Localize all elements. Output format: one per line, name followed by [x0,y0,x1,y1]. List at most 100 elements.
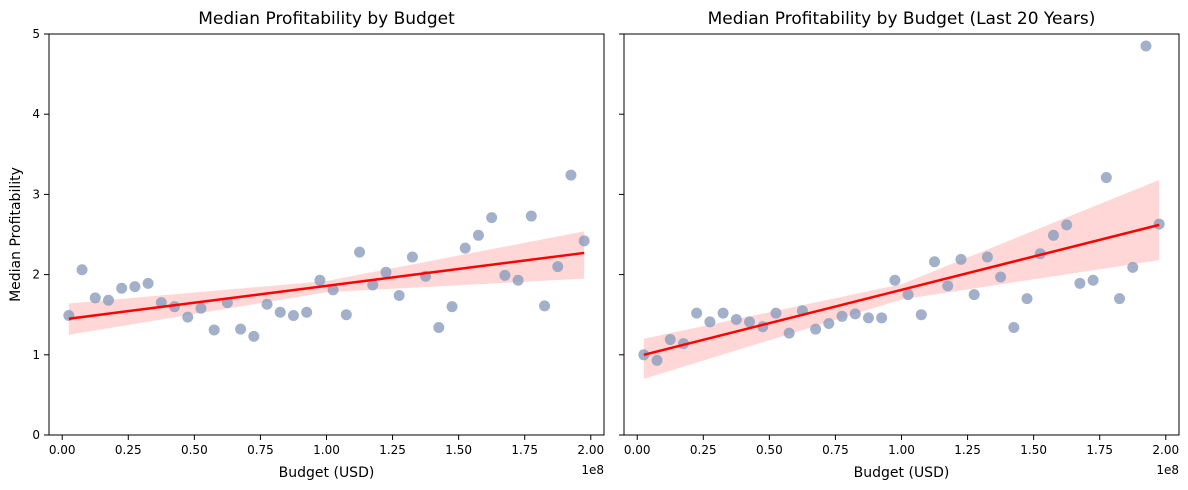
data-point [129,281,141,293]
x-axis-label: Budget (USD) [854,465,950,481]
data-point [393,289,405,301]
data-point [102,294,114,306]
data-point [1061,219,1073,231]
x-tick-label: 2.00 [1152,443,1179,457]
x-tick-label: 0.25 [115,443,142,457]
data-point [730,314,742,326]
data-point [459,242,471,254]
data-point [354,246,366,258]
chart-title: Median Profitability by Budget [198,9,455,29]
data-point [651,354,663,366]
data-point [539,300,551,312]
x-tick-label: 1.75 [1086,443,1113,457]
data-point [664,334,676,346]
data-point [929,256,941,268]
x-tick-label: 0.50 [756,443,783,457]
data-point [208,324,220,336]
data-point [327,284,339,296]
y-axis-label: Median Profitability [8,167,24,302]
data-point [446,301,458,313]
x-tick-label: 1.00 [888,443,915,457]
data-point [915,309,927,321]
x-offset-label: 1e8 [581,463,604,477]
x-offset-label: 1e8 [1156,463,1179,477]
data-point [1047,229,1059,241]
data-point [578,235,590,247]
data-point [862,312,874,324]
data-point [981,251,993,263]
data-point [836,310,848,322]
data-point [995,271,1007,283]
chart-title: Median Profitability by Budget (Last 20 … [708,9,1096,29]
data-point [486,212,498,224]
regression-line [68,251,585,320]
data-point [691,307,703,319]
data-point [248,330,260,342]
data-point [406,251,418,263]
x-tick-label: 0.75 [822,443,849,457]
data-point [301,306,313,318]
data-point [499,269,511,281]
data-point [783,327,795,339]
x-tick-label: 1.25 [379,443,406,457]
y-tick-label: 4 [32,107,40,121]
x-tick-label: 1.50 [445,443,472,457]
y-tick-label: 0 [32,428,40,442]
x-tick-label: 0.50 [181,443,208,457]
data-point [1127,261,1139,273]
x-tick-label: 2.00 [577,443,604,457]
data-point [744,316,756,328]
chart-left: 0.00 0.25 0.50 0.75 1.00 1.25 1.50 1.75 2.00 0 1 2 3… [8,9,605,481]
x-tick-label: 0.00 [624,443,651,457]
data-point [942,280,954,292]
data-point [195,302,207,314]
y-tick-label: 3 [32,187,40,201]
data-point [1114,293,1126,305]
data-point [1100,172,1112,184]
data-point [274,306,286,318]
x-tick-label: 1.25 [954,443,981,457]
data-point [849,308,861,320]
data-point [314,274,326,286]
data-point [235,323,247,335]
data-point [704,316,716,328]
x-tick-label: 1.50 [1020,443,1047,457]
data-point [955,253,967,265]
x-tick-label: 0.25 [690,443,717,457]
data-point [367,279,379,291]
data-point [287,310,299,322]
data-point [552,261,564,273]
data-point [1074,277,1086,289]
y-tick-label: 1 [32,348,40,362]
data-point [902,289,914,301]
data-point [116,282,128,294]
x-tick-label: 0.75 [247,443,274,457]
axes-frame [48,33,605,436]
data-point [1153,218,1165,230]
data-point [823,318,835,330]
data-point [770,307,782,319]
data-point [142,277,154,289]
data-point [433,322,445,334]
x-tick-label: 1.75 [511,443,538,457]
x-tick-label: 1.00 [313,443,340,457]
data-point [565,169,577,181]
y-tick-label: 2 [32,268,40,282]
data-point [1021,293,1033,305]
data-point [182,311,194,323]
data-point [525,210,537,222]
data-point [1087,274,1099,286]
y-tick-label: 5 [32,27,40,41]
data-point [889,274,901,286]
x-tick-label: 0.00 [49,443,76,457]
data-point [89,292,101,304]
data-point [512,274,524,286]
data-point [968,289,980,301]
data-point [810,323,822,335]
chart-right: 0.00 0.25 0.50 0.75 1.00 1.25 1.50 1.75 2.00 Medi… [619,9,1180,481]
data-point [380,266,392,278]
confidence-band [643,179,1160,379]
data-point [1140,40,1152,52]
data-point [876,312,888,324]
